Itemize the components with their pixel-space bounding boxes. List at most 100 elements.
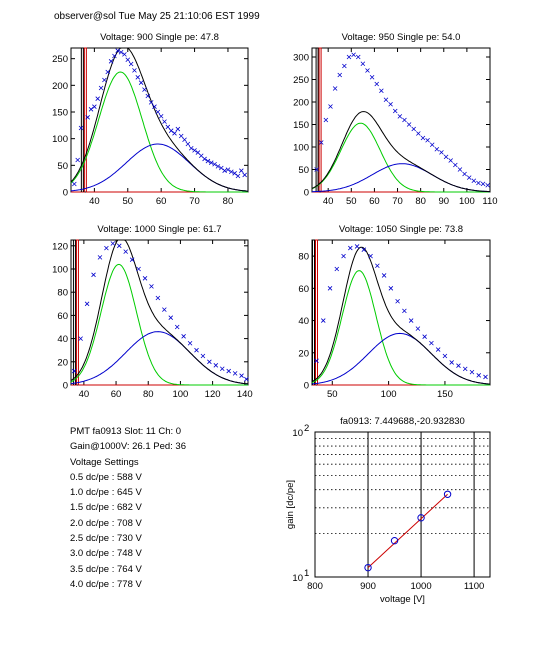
- data-point: [346, 54, 352, 60]
- data-point: [483, 374, 488, 380]
- data-point: [469, 369, 475, 375]
- data-point: [188, 145, 194, 151]
- x-tick-label: 80: [223, 196, 234, 207]
- data-point: [314, 167, 319, 172]
- gain-panel: 800 900 1000 1100 10 1 10 2 voltage [V] gain [dc/…: [285, 423, 491, 605]
- voltage-settings-title: Voltage Settings: [70, 456, 139, 468]
- data-point: [128, 61, 134, 67]
- y-tick-label: 0: [63, 381, 68, 392]
- histogram-plot-1050v: 50 100 150 0 20 40 60 80: [298, 239, 491, 400]
- data-point: [202, 156, 207, 162]
- data-point: [158, 113, 164, 119]
- data-point: [232, 371, 238, 376]
- data-point: [215, 164, 221, 169]
- data-point: [123, 249, 128, 254]
- data-point: [332, 86, 338, 91]
- data-point: [91, 272, 96, 278]
- data-point: [442, 353, 448, 359]
- y-tick-label: 250: [293, 75, 309, 86]
- data-point: [314, 358, 319, 364]
- y-tick-label: 60: [298, 284, 309, 295]
- data-point: [212, 161, 217, 167]
- data-point: [181, 333, 186, 339]
- single-pe-fit: [70, 263, 248, 386]
- gain-data-point: [417, 514, 425, 522]
- data-point: [375, 263, 380, 269]
- data-point: [135, 75, 141, 80]
- y-tick-label: 50: [57, 161, 68, 172]
- total-fit: [311, 111, 490, 193]
- x-axis-label: voltage [V]: [380, 594, 425, 605]
- data-point: [118, 49, 124, 55]
- y-tick-label: 0: [304, 381, 309, 392]
- y-tick-label: 150: [52, 108, 68, 119]
- data-point: [374, 81, 380, 87]
- data-point: [453, 162, 458, 168]
- data-point: [420, 135, 426, 141]
- pedestal-curve: [71, 239, 248, 386]
- y-tick-label: 20: [298, 348, 309, 359]
- data-point: [226, 368, 231, 374]
- x-tick-label: 60: [369, 196, 380, 207]
- data-point: [145, 93, 151, 99]
- y-tick-label: 60: [57, 311, 68, 322]
- single-pe-fit: [311, 122, 490, 193]
- data-point: [416, 131, 421, 136]
- data-point: [116, 243, 122, 249]
- histogram-plot-1000v: 40 60 80 100 120 140 0 20 40 60 80 100 120: [52, 239, 253, 400]
- y-axis-label: gain [dc/pe]: [285, 480, 296, 529]
- y-tick-label: 120: [52, 241, 68, 252]
- data-point: [354, 244, 360, 249]
- data-point: [71, 368, 77, 374]
- x-tick-label: 900: [360, 581, 376, 592]
- x-tick-label: 140: [237, 389, 253, 400]
- histogram-panel-950v: 40 50 60 70 80 90 100 110 0 50 100 150 200 250 300: [293, 47, 498, 207]
- data-point: [462, 171, 467, 177]
- x-tick-label: 110: [482, 196, 497, 207]
- data-point: [155, 109, 161, 115]
- voltage-setting: 2.0 dc/pe : 708 V: [70, 517, 142, 529]
- histogram-title-900v: Voltage: 900 Single pe: 47.8: [100, 32, 219, 43]
- data-point: [115, 48, 121, 53]
- data-point: [434, 146, 440, 152]
- data-point: [148, 100, 154, 105]
- pedestal-curve: [71, 47, 248, 193]
- data-point: [172, 131, 177, 136]
- data-point: [235, 173, 241, 179]
- data-point: [381, 273, 387, 278]
- data-point: [383, 97, 389, 103]
- data-point: [471, 178, 477, 184]
- data-point: [411, 126, 416, 132]
- pedestal-curve: [312, 239, 490, 386]
- gain-title: fa0913: 7.449688,-20.932830: [340, 416, 465, 427]
- histogram-panel-1000v: 40 60 80 100 120 140 0 20 40 60 80 100 120: [52, 239, 253, 400]
- data-point: [327, 286, 333, 291]
- single-pe-fit: [70, 71, 248, 193]
- data-point: [85, 115, 90, 120]
- y-tick-label: 300: [293, 53, 309, 64]
- y-tick-label: 200: [293, 98, 309, 109]
- data-point: [208, 160, 214, 165]
- y-tick-label: 150: [293, 120, 309, 131]
- data-point: [466, 175, 472, 180]
- data-point: [205, 158, 211, 164]
- gain-data-point: [390, 536, 399, 545]
- histogram-title-1050v: Voltage: 1050 Single pe: 73.8: [338, 224, 464, 235]
- data-point: [105, 69, 111, 75]
- data-point: [192, 148, 197, 153]
- x-tick-label: 70: [189, 196, 200, 207]
- voltage-setting: 4.0 dc/pe : 778 V: [70, 578, 142, 590]
- x-tick-label: 60: [111, 389, 122, 400]
- data-point: [239, 373, 244, 379]
- y-tick-label: 10: [292, 573, 303, 584]
- x-tick-label: 50: [346, 196, 357, 207]
- data-point: [213, 362, 219, 368]
- data-point: [232, 171, 237, 176]
- data-point: [108, 59, 114, 64]
- gain-data-point: [443, 490, 452, 498]
- data-point: [341, 253, 346, 259]
- data-point: [355, 54, 361, 60]
- data-point: [328, 104, 333, 109]
- data-point: [162, 119, 167, 124]
- data-point: [402, 117, 407, 123]
